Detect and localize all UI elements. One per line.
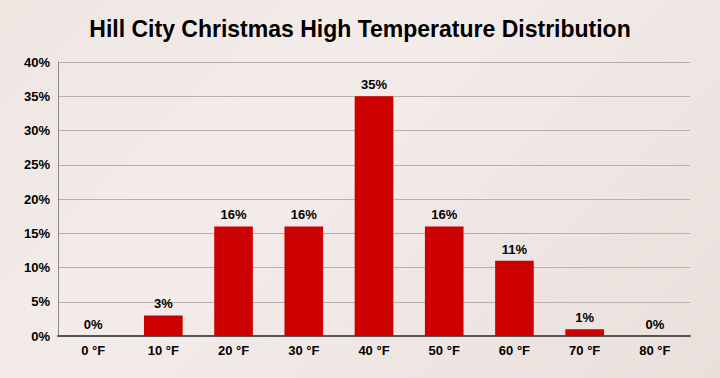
svg-text:40%: 40% <box>24 55 50 70</box>
svg-text:11%: 11% <box>502 242 528 257</box>
svg-text:80 °F: 80 °F <box>639 343 670 358</box>
svg-text:0%: 0% <box>645 317 664 332</box>
svg-text:0%: 0% <box>84 317 103 332</box>
svg-text:3%: 3% <box>154 296 173 311</box>
svg-text:16%: 16% <box>291 207 317 222</box>
svg-text:15%: 15% <box>24 226 50 241</box>
svg-text:60 °F: 60 °F <box>499 343 530 358</box>
svg-text:1%: 1% <box>575 310 594 325</box>
svg-text:10%: 10% <box>24 260 50 275</box>
svg-text:Hill City Christmas High Tempe: Hill City Christmas High Temperature Dis… <box>89 16 630 42</box>
svg-text:16%: 16% <box>431 207 457 222</box>
svg-text:5%: 5% <box>31 294 50 309</box>
svg-text:16%: 16% <box>221 207 247 222</box>
svg-text:50 °F: 50 °F <box>429 343 460 358</box>
svg-text:20 °F: 20 °F <box>218 343 249 358</box>
svg-text:30 °F: 30 °F <box>288 343 319 358</box>
svg-text:30%: 30% <box>24 123 50 138</box>
svg-text:25%: 25% <box>24 157 50 172</box>
svg-text:35%: 35% <box>361 77 387 92</box>
svg-text:0%: 0% <box>31 329 50 344</box>
svg-text:0 °F: 0 °F <box>81 343 105 358</box>
svg-text:35%: 35% <box>24 89 50 104</box>
svg-text:10 °F: 10 °F <box>148 343 179 358</box>
svg-text:40 °F: 40 °F <box>358 343 389 358</box>
svg-text:70 °F: 70 °F <box>569 343 600 358</box>
svg-text:20%: 20% <box>24 192 50 207</box>
